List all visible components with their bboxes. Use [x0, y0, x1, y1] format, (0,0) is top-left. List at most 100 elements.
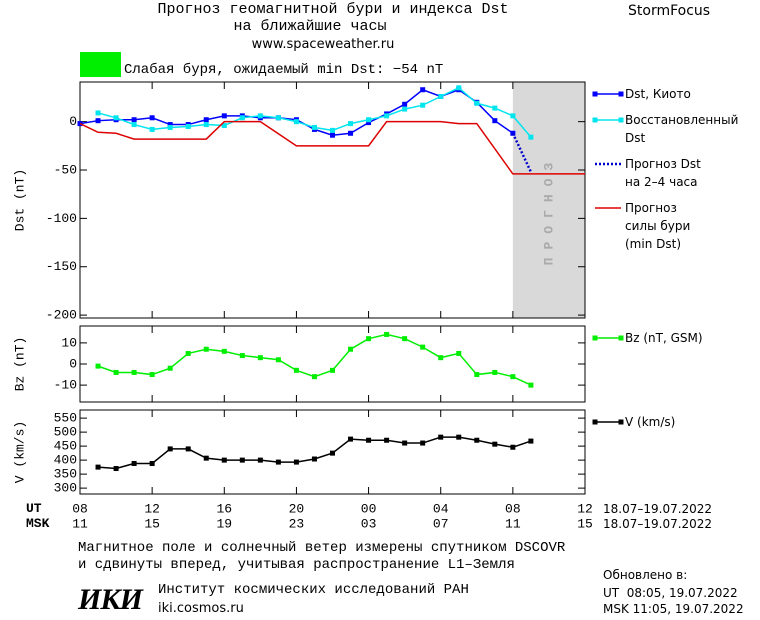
data-point — [113, 466, 119, 472]
data-point — [149, 372, 155, 378]
data-point — [221, 123, 227, 129]
legend-icon — [618, 117, 624, 123]
data-point — [149, 460, 155, 466]
msk-dates: 18.07–19.07.2022 — [603, 517, 713, 531]
y-tick-label: -200 — [46, 308, 77, 323]
data-point — [149, 115, 155, 121]
x-tick-label: 00 — [361, 501, 377, 516]
status-text: Слабая буря, ожидаемый min Dst: −54 nT — [124, 62, 444, 78]
data-point — [402, 106, 408, 112]
y-tick-label: 550 — [54, 411, 77, 426]
data-point — [293, 367, 299, 373]
data-point — [492, 105, 498, 111]
title: на ближайшие часы — [233, 18, 387, 35]
data-point — [366, 336, 372, 342]
data-point — [474, 372, 480, 378]
y-tick-label: 350 — [54, 467, 77, 482]
data-point — [203, 117, 209, 123]
data-point — [95, 118, 101, 124]
forecast-label: ПРОГНОЗ — [541, 155, 556, 266]
data-point — [528, 438, 534, 444]
ut-label: UT — [26, 501, 42, 516]
y-axis-label: Dst (nT) — [12, 169, 27, 231]
x-tick-label: 08 — [72, 501, 88, 516]
data-point — [402, 336, 408, 342]
data-point — [185, 350, 191, 356]
legend-entry: Прогноз Dst на 2–4 часа — [625, 157, 701, 189]
x-tick-label: 11 — [505, 516, 521, 531]
legend-entry: Восстановленный Dst — [625, 113, 739, 145]
url: www.spaceweather.ru — [251, 37, 395, 52]
data-point — [167, 446, 173, 452]
updated-msk: MSK 11:05, 19.07.2022 — [603, 602, 744, 616]
data-point — [474, 100, 480, 106]
series-line — [511, 132, 533, 173]
data-point — [95, 110, 101, 116]
x-tick-label: 15 — [577, 516, 593, 531]
data-point — [348, 121, 354, 127]
legend-entry: Dst, Киото — [625, 87, 691, 101]
brand: StormFocus — [628, 3, 711, 19]
x-tick-label: 12 — [144, 501, 160, 516]
data-point — [510, 444, 516, 450]
data-point — [492, 441, 498, 447]
data-point — [456, 350, 462, 356]
data-point — [113, 115, 119, 121]
data-point — [420, 440, 426, 446]
data-point — [221, 457, 227, 463]
data-point — [149, 126, 155, 132]
note: Магнитное поле и солнечный ветер измерен… — [78, 540, 566, 556]
data-point — [438, 94, 444, 100]
data-point — [528, 134, 534, 140]
data-point — [492, 369, 498, 375]
y-tick-label: -100 — [46, 211, 77, 226]
data-point — [203, 122, 209, 128]
data-point — [239, 457, 245, 463]
data-point — [167, 365, 173, 371]
x-tick-label: 23 — [289, 516, 305, 531]
x-tick-label: 11 — [72, 516, 88, 531]
title: Прогноз геомагнитной бури и индекса Dst — [157, 1, 509, 18]
y-tick-label: 0 — [69, 356, 77, 371]
y-axis-label: V (km/s) — [12, 421, 27, 483]
data-point — [366, 120, 372, 126]
series-line — [97, 436, 532, 470]
status-indicator — [80, 52, 121, 77]
y-tick-label: -50 — [54, 162, 77, 177]
data-point — [203, 455, 209, 461]
x-tick-label: 04 — [433, 501, 449, 516]
data-point — [456, 85, 462, 91]
ut-dates: 18.07–19.07.2022 — [603, 502, 713, 516]
legend-icon — [592, 91, 598, 97]
institute: Институт космических исследований РАН — [158, 582, 469, 598]
x-tick-label: 12 — [577, 501, 593, 516]
data-point — [348, 436, 354, 442]
legend-icon — [618, 419, 624, 425]
data-point — [95, 363, 101, 369]
data-point — [474, 437, 480, 443]
legend-entry: Прогноз силы бури (min Dst) — [625, 201, 691, 251]
data-point — [221, 113, 227, 119]
y-tick-label: 450 — [54, 439, 77, 454]
series-line — [79, 120, 585, 175]
data-point — [239, 115, 245, 121]
y-axis-label: Bz (nT) — [12, 337, 27, 392]
data-point — [420, 344, 426, 350]
data-point — [113, 369, 119, 375]
data-point — [293, 119, 299, 125]
data-point — [456, 434, 462, 440]
data-point — [510, 374, 516, 380]
data-point — [438, 434, 444, 440]
data-point — [185, 123, 191, 129]
data-point — [528, 382, 534, 388]
data-point — [167, 124, 173, 130]
y-tick-label: -150 — [46, 259, 77, 274]
data-point — [221, 348, 227, 354]
y-tick-label: 500 — [54, 425, 77, 440]
x-tick-label: 16 — [216, 501, 232, 516]
legend-icon — [592, 335, 598, 341]
data-point — [131, 460, 137, 466]
legend-icon — [592, 419, 598, 425]
x-tick-label: 03 — [361, 516, 377, 531]
